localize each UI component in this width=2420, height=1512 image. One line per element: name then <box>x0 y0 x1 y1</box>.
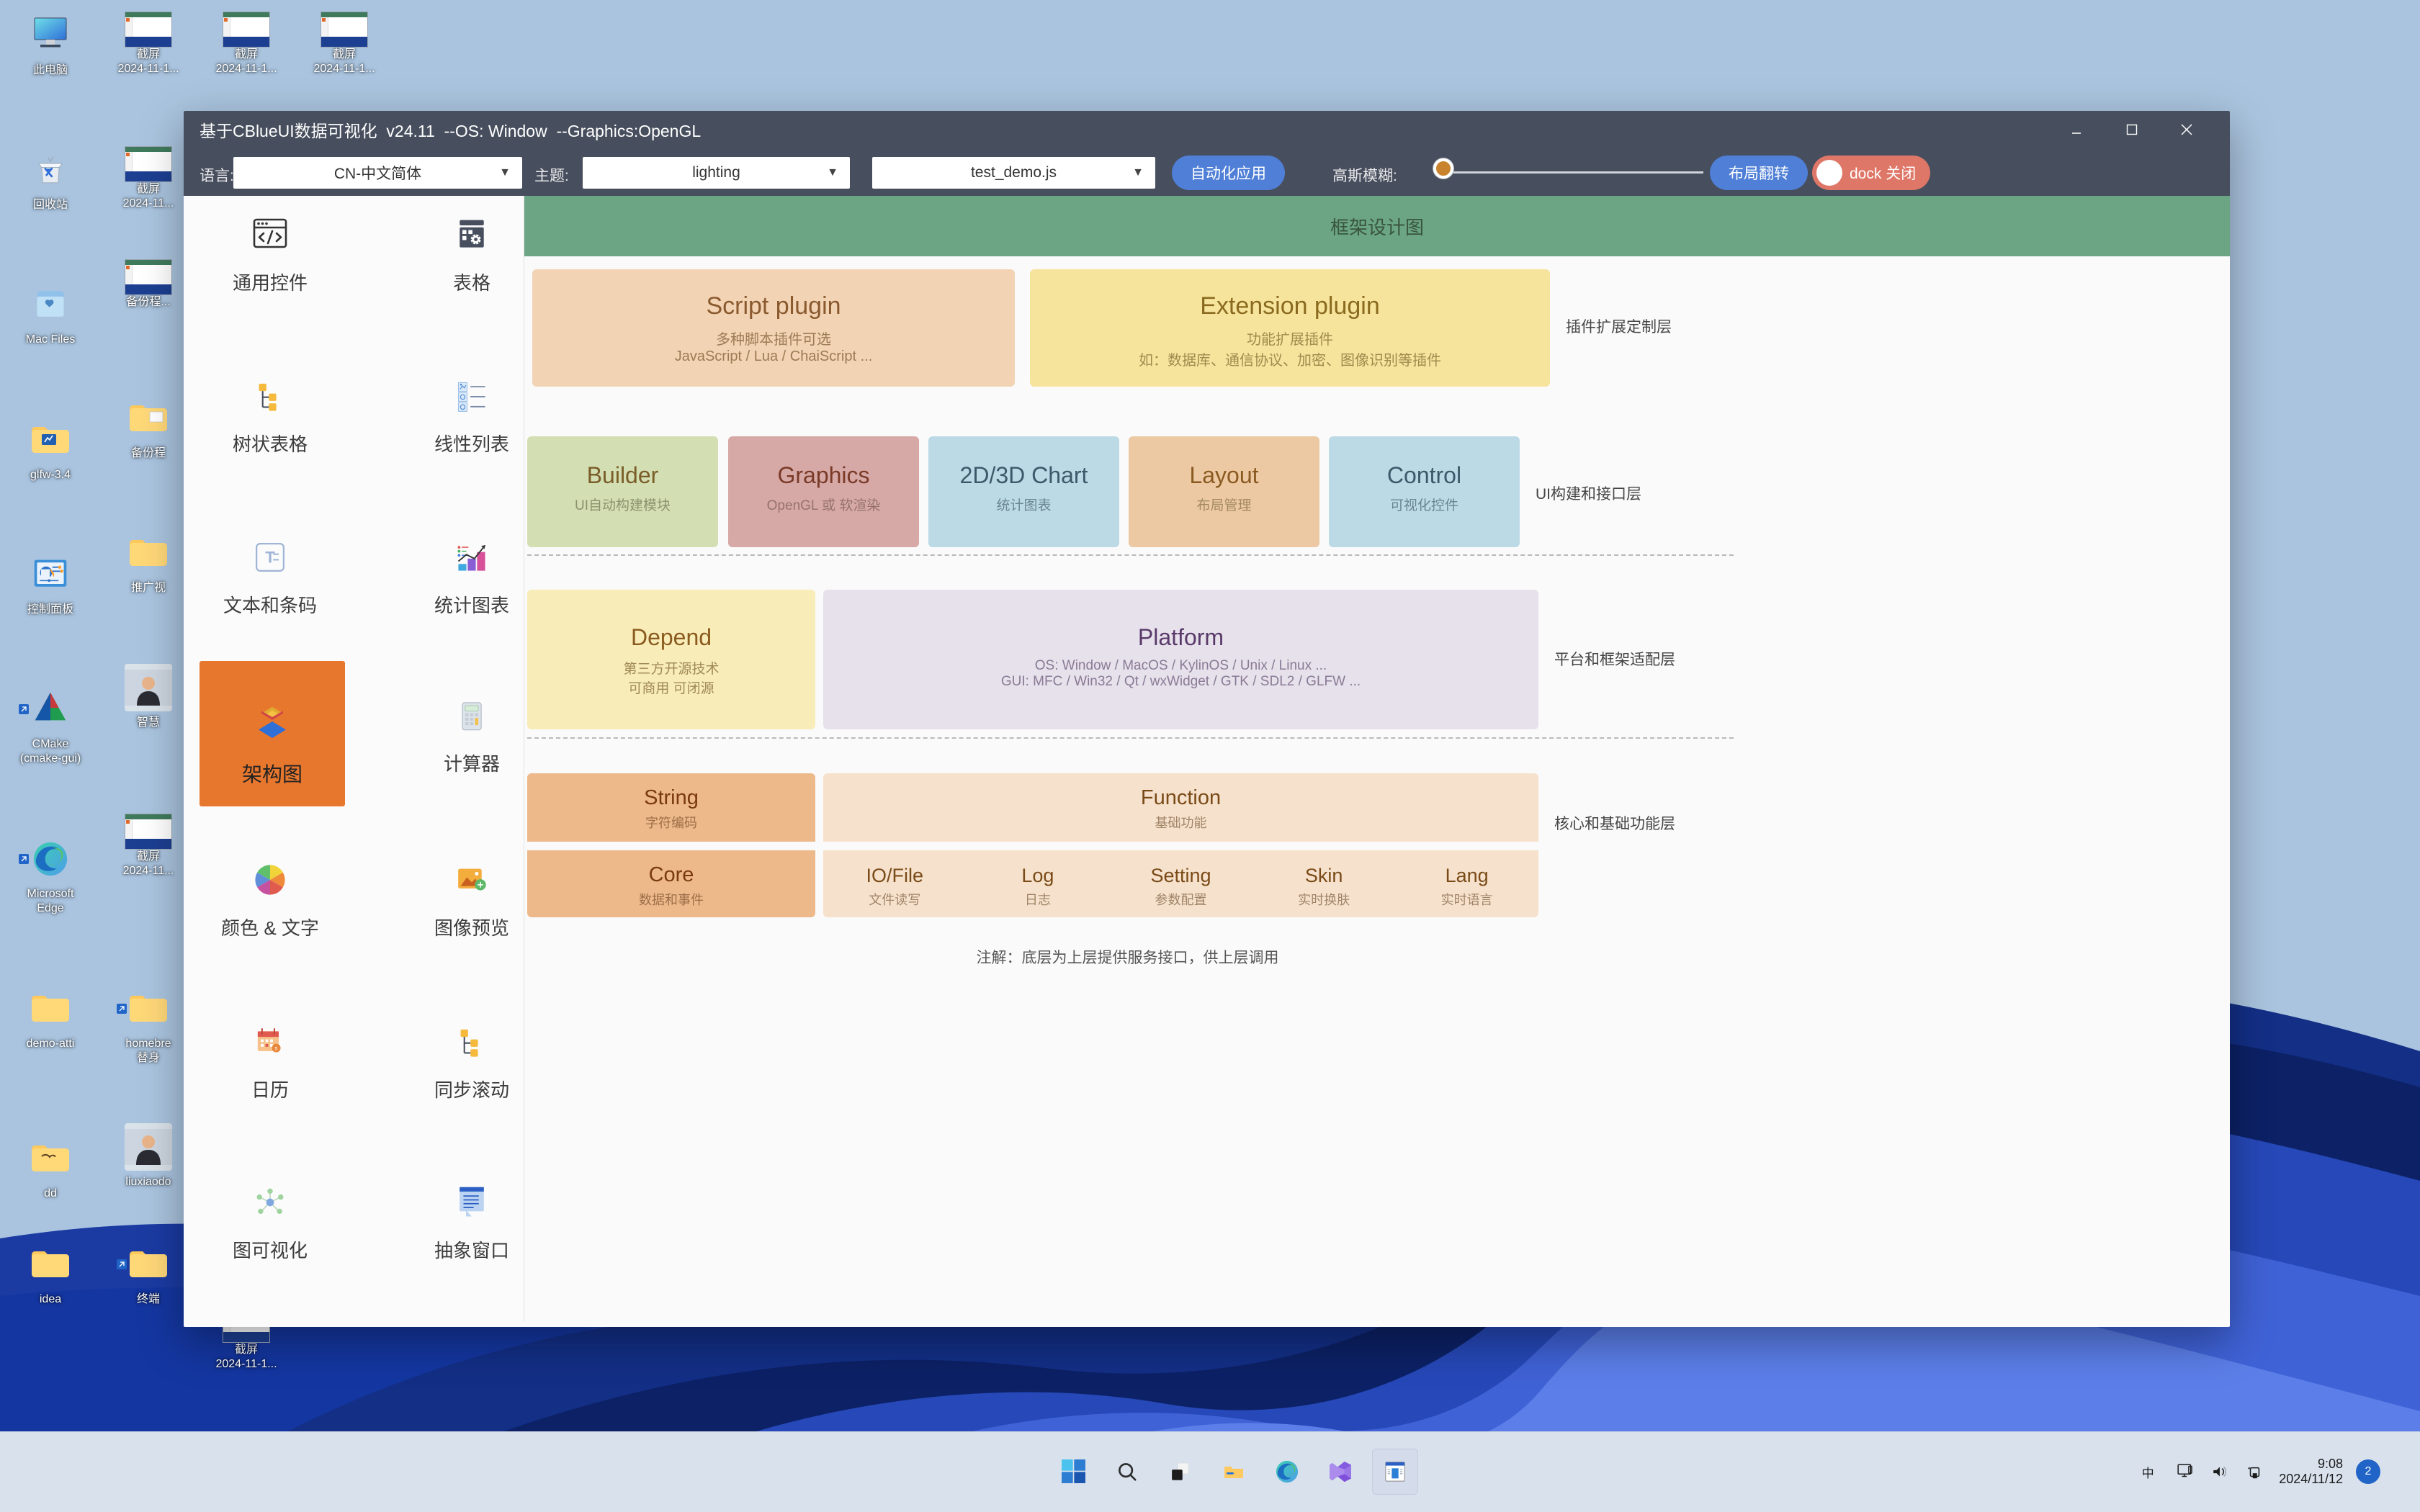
svg-text:5: 5 <box>275 1047 278 1052</box>
svg-text:T: T <box>265 549 275 567</box>
